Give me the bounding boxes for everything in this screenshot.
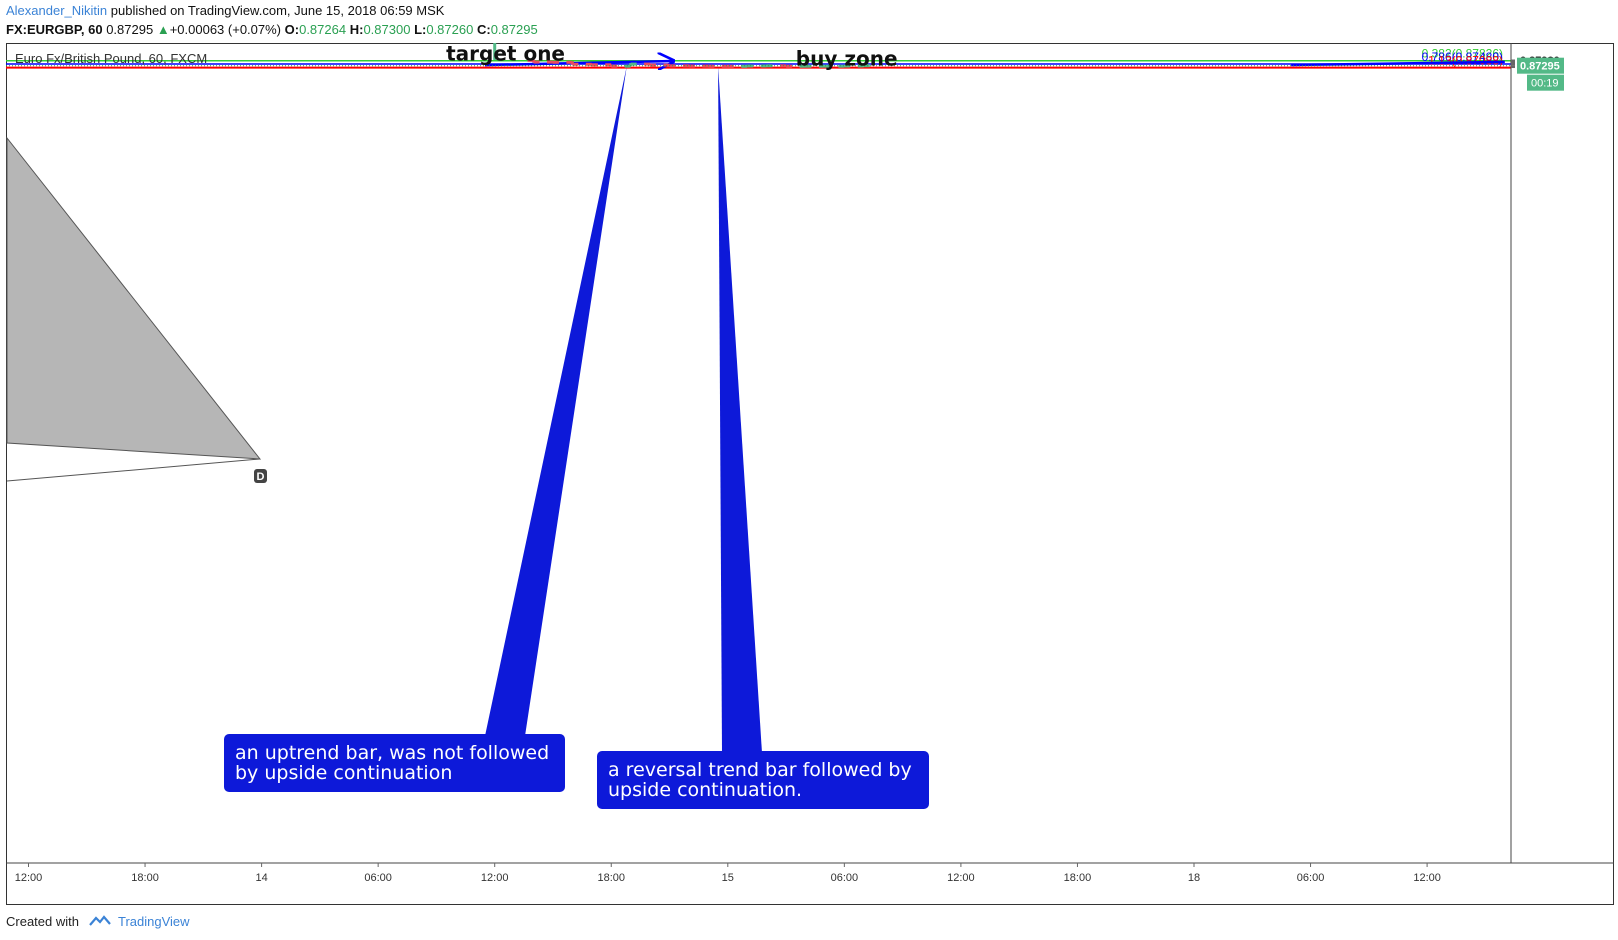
low-label: L: — [414, 22, 427, 37]
author-link[interactable]: Alexander_Nikitin — [6, 3, 108, 18]
time-axis[interactable]: 12:00 18:00 14 06:00 12:00 18:00 15 06:00 12:00 1… — [6, 862, 1614, 884]
callout-box — [597, 751, 929, 809]
pattern-triangle — [6, 136, 262, 460]
harmonic-pattern: D — [6, 136, 267, 483]
callout-text: an uptrend bar, was not followed — [235, 742, 549, 764]
time-tick-label: 14 — [255, 872, 267, 884]
change-value: +0.00063 (+0.07%) — [169, 22, 282, 37]
time-tick-label: 12:00 — [1413, 872, 1441, 884]
pattern-label-box — [254, 469, 267, 483]
pattern-label: D — [257, 471, 265, 483]
time-tick-label: 12:00 — [15, 872, 43, 884]
symbol-line: FX:EURGBP, 60 0.87295 ▲+0.00063 (+0.07%)… — [6, 22, 538, 37]
last-price-box — [1517, 57, 1564, 74]
fib-level-label: 1.13(0.87088) — [1428, 54, 1503, 68]
callout-text: a reversal trend bar followed by — [608, 759, 912, 781]
time-tick-label: 15 — [722, 872, 734, 884]
low-value: 0.87260 — [426, 22, 474, 37]
up-arrow-icon: ▲ — [156, 22, 170, 37]
ohlc-bar — [527, 58, 540, 64]
callout-text: upside continuation. — [608, 779, 802, 801]
ohlc-bar — [546, 60, 559, 64]
tradingview-logo-icon — [88, 915, 111, 930]
open-label: O: — [284, 22, 300, 37]
callout-pointer — [718, 66, 762, 753]
countdown-label: 00:19 — [1531, 78, 1559, 90]
time-tick-label: 18:00 — [131, 872, 159, 884]
pattern-leg — [6, 458, 261, 482]
callout-text: by upside continuation — [235, 762, 452, 784]
close-label: C: — [476, 22, 491, 37]
created-with-text: Created with — [6, 914, 79, 929]
buy-zone-label: buy zone — [796, 46, 898, 70]
time-tick-label: 12:00 — [947, 872, 975, 884]
price-axis[interactable]: 0.879000.878500.878000.877500.877000.876… — [1510, 43, 1564, 863]
tradingview-link[interactable]: TradingView — [118, 914, 190, 929]
time-tick-label: 06:00 — [1297, 872, 1325, 884]
published-text: published on TradingView.com, June 15, 2… — [110, 3, 445, 18]
chart-annotations: target one buy zone — [446, 43, 897, 70]
ohlc-bar — [721, 64, 734, 68]
publish-line: Alexander_Nikitin published on TradingVi… — [6, 3, 444, 18]
time-tick-label: 06:00 — [364, 872, 392, 884]
fib-levels: 0.382(0.87826)0.786(0.87480)1.13(0.87088… — [6, 47, 1511, 69]
target-one-label: target one — [446, 43, 565, 65]
open-value: 0.87264 — [299, 22, 347, 37]
trend-line-right-line — [1291, 60, 1505, 67]
countdown-box — [1527, 74, 1564, 91]
callout-box — [224, 734, 565, 792]
trend-lines — [484, 60, 1505, 67]
last-price-label: 0.87295 — [1520, 61, 1560, 73]
fib-level-label: 0.382(0.87826) — [1422, 47, 1503, 61]
symbol-label: FX:EURGBP, 60 — [6, 22, 103, 37]
price-chart[interactable]: D 0.382(0.87826)0.786(0.87480)1.13(0.870… — [6, 43, 1614, 905]
time-tick-label: 18 — [1188, 872, 1200, 884]
time-tick-label: 18:00 — [597, 872, 625, 884]
time-tick-label: 12:00 — [481, 872, 509, 884]
footer: Created with TradingView — [6, 914, 190, 934]
time-tick-label: 06:00 — [831, 872, 859, 884]
chart-title: Euro Fx/British Pound, 60, FXCM — [15, 51, 207, 66]
high-value: 0.87300 — [363, 22, 411, 37]
ohlc-bar — [644, 62, 657, 67]
callout-pointer — [485, 66, 627, 737]
high-label: H: — [349, 22, 364, 37]
trend-line-arrow-up — [484, 61, 673, 65]
fib-level-label: 0.786(0.87480) — [1422, 50, 1503, 64]
close-value: 0.87295 — [490, 22, 538, 37]
ohlc-bar — [566, 60, 579, 66]
price-value: 0.87295 — [106, 22, 154, 37]
time-tick-label: 18:00 — [1064, 872, 1092, 884]
